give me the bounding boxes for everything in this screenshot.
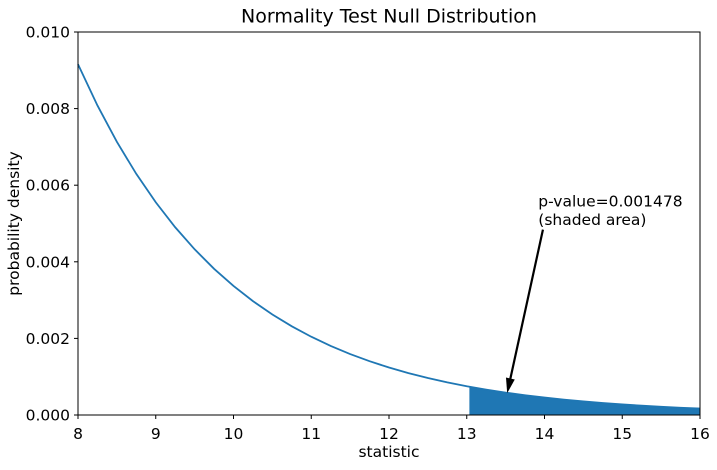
- y-tick-label: 0.008: [26, 100, 70, 118]
- x-tick-label: 12: [379, 425, 399, 443]
- annotation-arrow-head: [505, 377, 515, 394]
- annotation-shaded-area-text: (shaded area): [538, 211, 646, 229]
- y-axis-label: probability density: [5, 151, 23, 295]
- chart-generated-layer: 8 9 10 11 12 13 14 15 16 0.000 0.002 0.004 0.006 0.00…: [26, 24, 710, 444]
- y-tick-label: 0.004: [26, 253, 70, 271]
- y-tick-label: 0.000: [26, 407, 70, 425]
- x-tick-label: 11: [301, 425, 321, 443]
- y-tick-label: 0.006: [26, 177, 70, 195]
- x-tick-label: 9: [151, 425, 161, 443]
- density-curve: [77, 63, 701, 410]
- y-tick-label: 0.010: [26, 24, 70, 42]
- y-tick-label: 0.002: [26, 330, 70, 348]
- x-tick-label: 14: [535, 425, 555, 443]
- x-tick-label: 16: [690, 425, 710, 443]
- annotation-pvalue-text: p-value=0.001478: [538, 193, 682, 211]
- x-tick-label: 10: [224, 425, 244, 443]
- x-tick-label: 13: [457, 425, 477, 443]
- chart-title: Normality Test Null Distribution: [241, 6, 537, 28]
- p-value-shaded-area: [469, 386, 700, 415]
- x-axis-label: statistic: [358, 443, 419, 461]
- x-tick-label: 8: [73, 425, 83, 443]
- x-tick-label: 15: [612, 425, 632, 443]
- annotation-arrow-shaft: [508, 229, 545, 381]
